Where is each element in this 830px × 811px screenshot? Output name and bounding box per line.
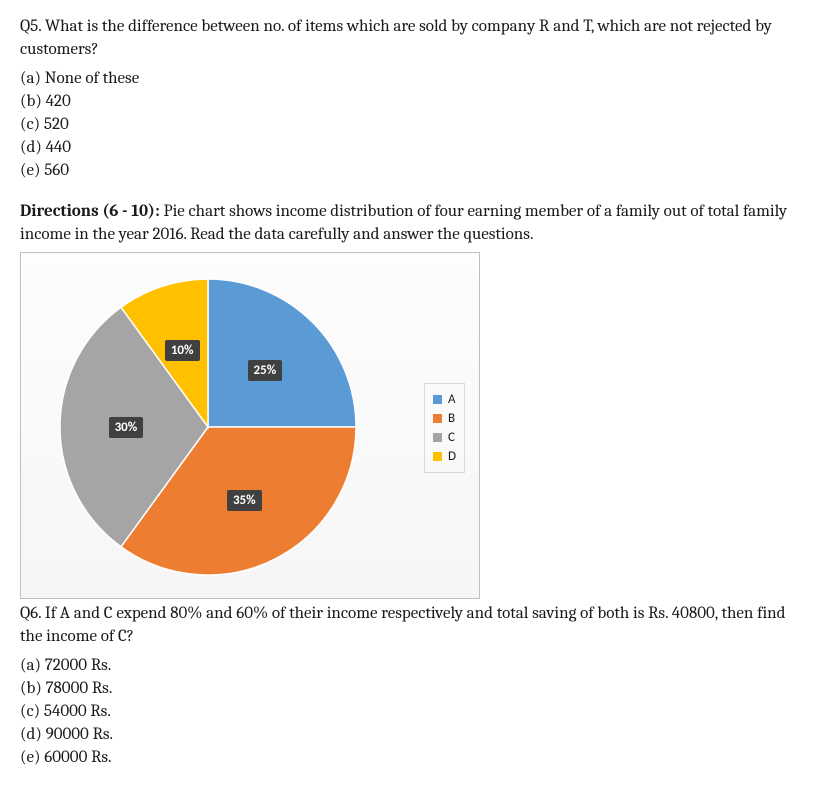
q5-text: Q5. What is the difference between no. o… xyxy=(20,16,810,62)
legend-swatch-D xyxy=(433,452,442,461)
q6-opt-b: (b) 78000 Rs. xyxy=(20,678,810,701)
legend-label-D: D xyxy=(448,449,456,464)
directions-head: Directions (6 - 10): xyxy=(20,202,160,221)
pie-label-C: 30% xyxy=(109,417,144,438)
q5-opt-e: (e) 560 xyxy=(20,160,810,183)
legend-swatch-B xyxy=(433,414,442,423)
legend-label-B: B xyxy=(448,411,455,426)
q6-opt-d: (d) 90000 Rs. xyxy=(20,724,810,747)
q5-opt-b: (b) 420 xyxy=(20,91,810,114)
q6-text: Q6. If A and C expend 80% and 60% of the… xyxy=(20,603,810,649)
q6-opt-a: (a) 72000 Rs. xyxy=(20,655,810,678)
legend-item-A: A xyxy=(433,390,456,409)
pie-legend: ABCD xyxy=(424,383,465,473)
legend-swatch-A xyxy=(433,395,442,404)
q5-opt-a: (a) None of these xyxy=(20,68,810,91)
legend-item-D: D xyxy=(433,447,456,466)
legend-item-B: B xyxy=(433,409,456,428)
pie-label-A: 25% xyxy=(248,360,283,381)
pie-chart-container: ABCD 25% 35% 30% 10% xyxy=(20,252,480,599)
legend-item-C: C xyxy=(433,428,456,447)
q6-opt-c: (c) 54000 Rs. xyxy=(20,701,810,724)
legend-label-C: C xyxy=(448,430,455,445)
q5-opt-d: (d) 440 xyxy=(20,137,810,160)
pie-chart xyxy=(56,275,360,579)
pie-slice-A xyxy=(208,279,356,427)
legend-label-A: A xyxy=(448,392,456,407)
pie-wrap xyxy=(56,275,360,584)
q5-options: (a) None of these (b) 420 (c) 520 (d) 44… xyxy=(20,68,810,183)
pie-label-D: 10% xyxy=(165,340,200,361)
q5-opt-c: (c) 520 xyxy=(20,114,810,137)
legend-swatch-C xyxy=(433,433,442,442)
q6-opt-e: (e) 60000 Rs. xyxy=(20,747,810,770)
pie-label-B: 35% xyxy=(227,490,262,511)
directions-block: Directions (6 - 10): Pie chart shows inc… xyxy=(20,201,810,247)
q6-options: (a) 72000 Rs. (b) 78000 Rs. (c) 54000 Rs… xyxy=(20,655,810,770)
